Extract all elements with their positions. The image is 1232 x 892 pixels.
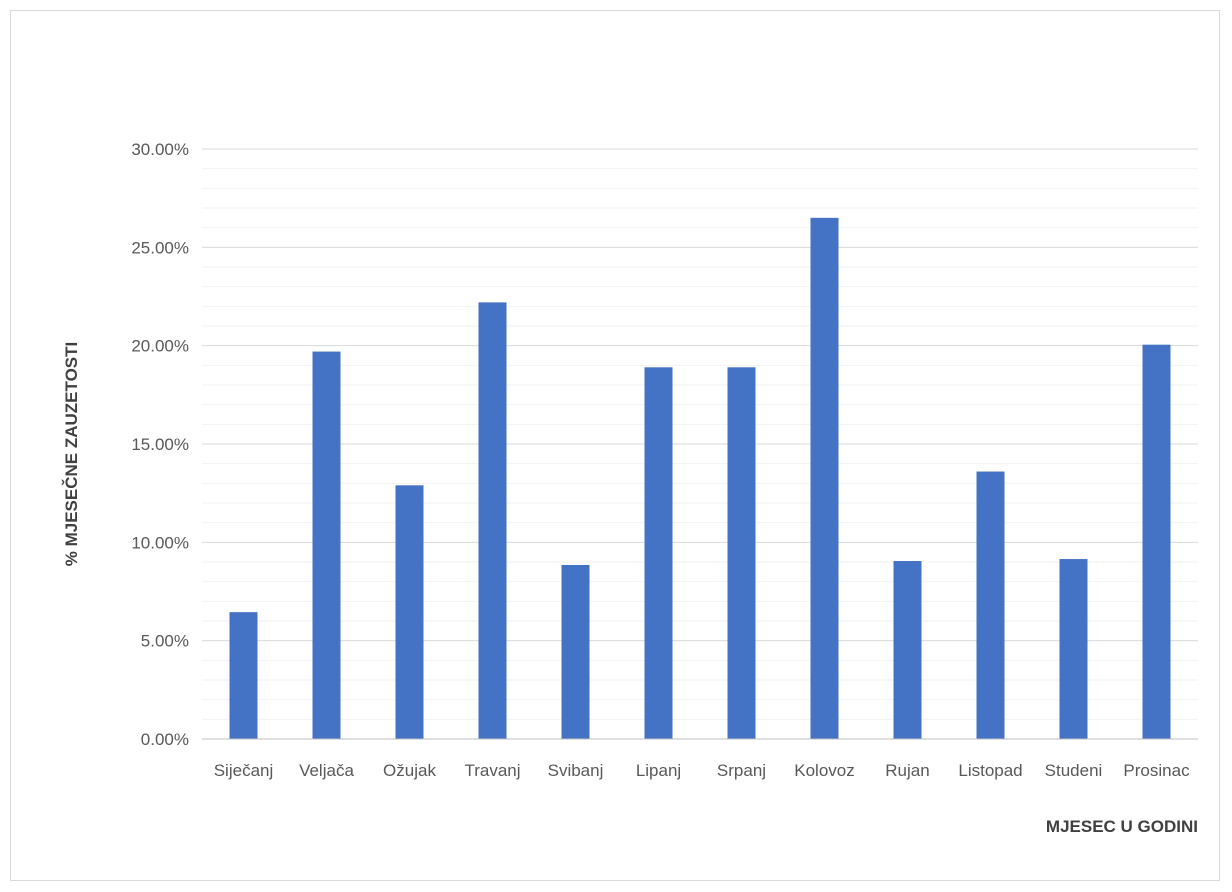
chart-area: 0.00% 5.00% 10.00% 15.00% 20.00% 25.00% 30.00%… bbox=[10, 10, 1220, 881]
bar-svibanj bbox=[561, 564, 590, 739]
y-tick-label: 15.00% bbox=[131, 435, 189, 454]
bar-ožujak bbox=[395, 485, 424, 739]
x-tick-label: Srpanj bbox=[717, 761, 766, 780]
bar-rujan bbox=[893, 561, 922, 739]
x-axis-title: MJESEC U GODINI bbox=[1046, 817, 1198, 836]
y-tick-label: 10.00% bbox=[131, 533, 189, 552]
x-tick-label: Ožujak bbox=[383, 761, 436, 780]
bar-listopad bbox=[976, 471, 1005, 739]
bars bbox=[229, 217, 1171, 740]
bar-studeni bbox=[1059, 559, 1088, 739]
y-tick-label: 20.00% bbox=[131, 337, 189, 356]
bar-siječanj bbox=[229, 612, 258, 739]
bar-lipanj bbox=[644, 367, 673, 739]
x-tick-label: Rujan bbox=[885, 761, 929, 780]
x-tick-label: Travanj bbox=[464, 761, 520, 780]
bar-kolovoz bbox=[810, 217, 839, 740]
bar-prosinac bbox=[1142, 344, 1171, 739]
gridlines bbox=[202, 148, 1198, 720]
x-tick-label: Siječanj bbox=[214, 761, 274, 780]
x-tick-label: Svibanj bbox=[548, 761, 604, 780]
y-tick-label: 5.00% bbox=[141, 632, 189, 651]
bar-srpanj bbox=[727, 367, 756, 739]
x-tick-label: Lipanj bbox=[636, 761, 681, 780]
bar-veljača bbox=[312, 351, 341, 739]
x-tick-label: Studeni bbox=[1045, 761, 1103, 780]
y-tick-label: 30.00% bbox=[131, 140, 189, 159]
bar-travanj bbox=[478, 302, 507, 739]
y-axis-title: % MJESEČNE ZAUZETOSTI bbox=[62, 342, 81, 567]
y-tick-label: 25.00% bbox=[131, 238, 189, 257]
bar-chart: 0.00% 5.00% 10.00% 15.00% 20.00% 25.00% 30.00%… bbox=[62, 140, 1198, 836]
x-tick-label: Listopad bbox=[958, 761, 1022, 780]
x-tick-label: Kolovoz bbox=[794, 761, 854, 780]
y-tick-label: 0.00% bbox=[141, 730, 189, 749]
x-tick-label: Veljača bbox=[299, 761, 354, 780]
x-tick-label: Prosinac bbox=[1123, 761, 1190, 780]
axes: 0.00% 5.00% 10.00% 15.00% 20.00% 25.00% 30.00%… bbox=[131, 140, 1198, 780]
